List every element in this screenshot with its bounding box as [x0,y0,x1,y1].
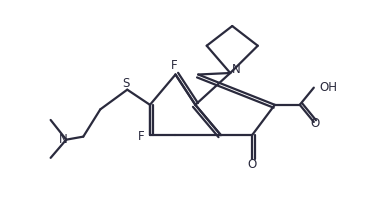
Text: O: O [247,158,257,171]
Text: N: N [232,63,241,76]
Text: F: F [138,130,145,143]
Text: N: N [59,133,67,146]
Text: O: O [311,117,320,130]
Text: F: F [171,59,177,72]
Text: S: S [122,77,130,90]
Text: OH: OH [319,81,337,94]
